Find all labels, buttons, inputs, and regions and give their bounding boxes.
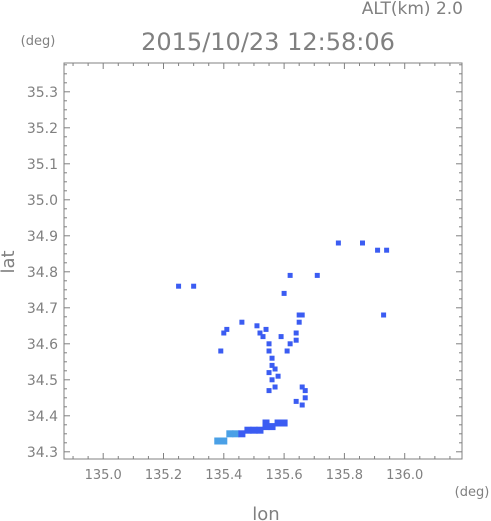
echo-cell [232, 430, 240, 438]
echo-cell [375, 247, 381, 253]
echo-cell [314, 272, 320, 278]
echo-cell [221, 330, 227, 336]
y-tick-label: 34.6 [27, 337, 58, 353]
echo-cell [296, 312, 302, 318]
echo-cell [239, 319, 245, 325]
echo-cell [302, 395, 308, 401]
echo-cell [274, 419, 282, 427]
y-tick-label: 34.4 [27, 409, 58, 425]
echo-cells [176, 240, 390, 445]
echo-cell [268, 423, 276, 431]
echo-cell [293, 398, 299, 404]
echo-cell [218, 348, 224, 354]
echo-cell [176, 283, 182, 289]
echo-cell [266, 388, 272, 394]
echo-cell [360, 240, 365, 246]
echo-cell [275, 373, 281, 379]
y-tick-label: 35.1 [27, 157, 58, 173]
echo-cell [278, 334, 284, 340]
x-tick-label: 135.2 [145, 468, 182, 483]
y-axis-unit: (deg) [21, 34, 56, 49]
x-tick-label: 135.6 [265, 468, 302, 483]
echo-cell [269, 377, 275, 383]
echo-cell [266, 341, 272, 347]
y-tick-label: 34.8 [27, 265, 58, 281]
chart-title: 2015/10/23 12:58:06 [141, 28, 395, 56]
x-tick-label: 136.0 [386, 468, 423, 483]
echo-cell [284, 348, 290, 354]
y-axis-label: lat [0, 250, 19, 273]
y-tick-label: 34.3 [27, 445, 58, 461]
echo-cell [256, 426, 264, 434]
echo-cell [281, 290, 287, 296]
y-tick-label: 34.9 [27, 229, 58, 245]
y-tick-label: 35.2 [27, 121, 58, 137]
echo-cell [262, 419, 270, 427]
y-tick-label: 35.3 [27, 85, 58, 101]
echo-cell [263, 326, 269, 332]
y-tick-label: 34.7 [27, 301, 58, 317]
echo-cell [191, 283, 197, 289]
x-tick-label: 135.8 [326, 468, 363, 483]
echo-cell [293, 330, 299, 336]
axis-ticks: 135.0 135.2 135.4 135.6 135.8 136.0 34.3 34.4 34… [27, 63, 462, 483]
echo-cell [272, 366, 278, 372]
echo-cell [224, 326, 230, 332]
echo-cell [269, 362, 275, 368]
echo-cell [287, 272, 293, 278]
x-tick-label: 135.0 [85, 468, 122, 483]
echo-cell [266, 348, 272, 354]
echo-cell [262, 423, 270, 431]
echo-cell [299, 402, 305, 408]
echo-cell [226, 430, 234, 438]
echo-cell [257, 330, 263, 336]
x-axis-unit: (deg) [455, 485, 490, 500]
echo-cell [220, 437, 228, 445]
plot-frame [63, 62, 463, 460]
echo-cell [266, 370, 272, 376]
echo-cell [296, 319, 302, 325]
y-tick-label: 34.5 [27, 373, 58, 389]
echo-cell [381, 312, 387, 318]
echo-cell [244, 426, 252, 434]
echo-cell [238, 430, 246, 438]
echo-cell [293, 337, 299, 343]
echo-cell [302, 388, 308, 394]
echo-cell [299, 312, 305, 318]
echo-cell [299, 384, 305, 390]
echo-cell [269, 355, 275, 361]
echo-cell [272, 384, 278, 390]
echo-cell [287, 341, 293, 347]
echo-cell [384, 247, 390, 253]
echo-cell [335, 240, 341, 246]
echo-cell [254, 323, 260, 329]
echo-cell [214, 437, 222, 445]
altitude-label: ALT(km) 2.0 [362, 0, 463, 19]
echo-cell [280, 419, 288, 427]
x-tick-label: 135.4 [205, 468, 242, 483]
y-tick-label: 35.0 [27, 193, 58, 209]
echo-cell [250, 426, 258, 434]
x-axis-label: lon [252, 504, 279, 521]
echo-cell [260, 334, 266, 340]
